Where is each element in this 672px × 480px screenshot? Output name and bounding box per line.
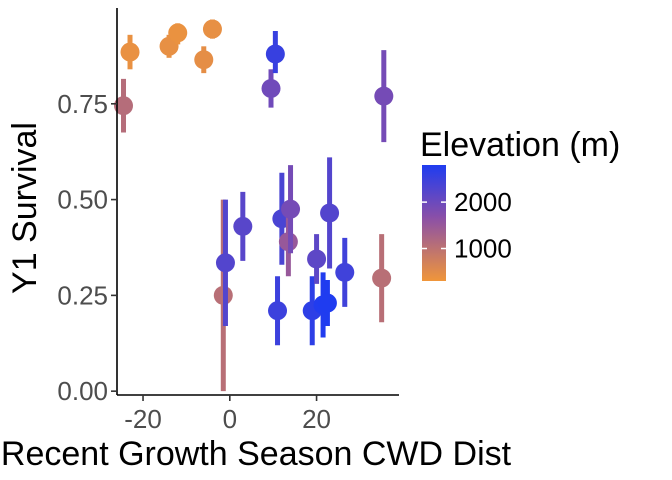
- y-tick-label: 0.75: [57, 89, 108, 119]
- data-point: [374, 86, 394, 106]
- data-point: [268, 301, 288, 321]
- x-tick-label: 0: [223, 404, 237, 434]
- data-point: [114, 96, 134, 116]
- plot-area: [114, 19, 394, 392]
- data-point: [194, 50, 214, 70]
- data-point: [307, 249, 327, 269]
- data-point: [261, 78, 281, 98]
- x-tick-label: 20: [302, 404, 331, 434]
- data-point: [168, 23, 188, 43]
- legend-colorbar: [422, 165, 446, 281]
- data-point: [265, 44, 285, 64]
- y-tick-label: 0.00: [57, 376, 108, 406]
- legend-title: Elevation (m): [420, 126, 620, 164]
- legend-tick-label: 1000: [454, 234, 512, 264]
- data-point: [159, 36, 179, 56]
- legend-tick-label: 2000: [454, 187, 512, 217]
- axes: -20 0 20 0.00 0.25 0.50 0.75: [57, 8, 399, 434]
- y-axis-title: Y1 Survival: [6, 122, 44, 294]
- data-point: [215, 253, 235, 273]
- data-point: [372, 268, 392, 288]
- data-point: [120, 42, 140, 62]
- data-point: [202, 19, 222, 39]
- data-point: [233, 216, 253, 236]
- color-legend: Elevation (m) 2000 1000: [420, 126, 620, 281]
- y-tick-label: 0.50: [57, 185, 108, 215]
- data-point: [281, 199, 301, 219]
- x-axis-title: Recent Growth Season CWD Dist: [1, 435, 512, 473]
- data-point: [320, 203, 340, 223]
- data-point: [317, 293, 337, 313]
- x-tick-label: -20: [124, 404, 162, 434]
- data-point: [335, 262, 355, 282]
- y-tick-label: 0.25: [57, 280, 108, 310]
